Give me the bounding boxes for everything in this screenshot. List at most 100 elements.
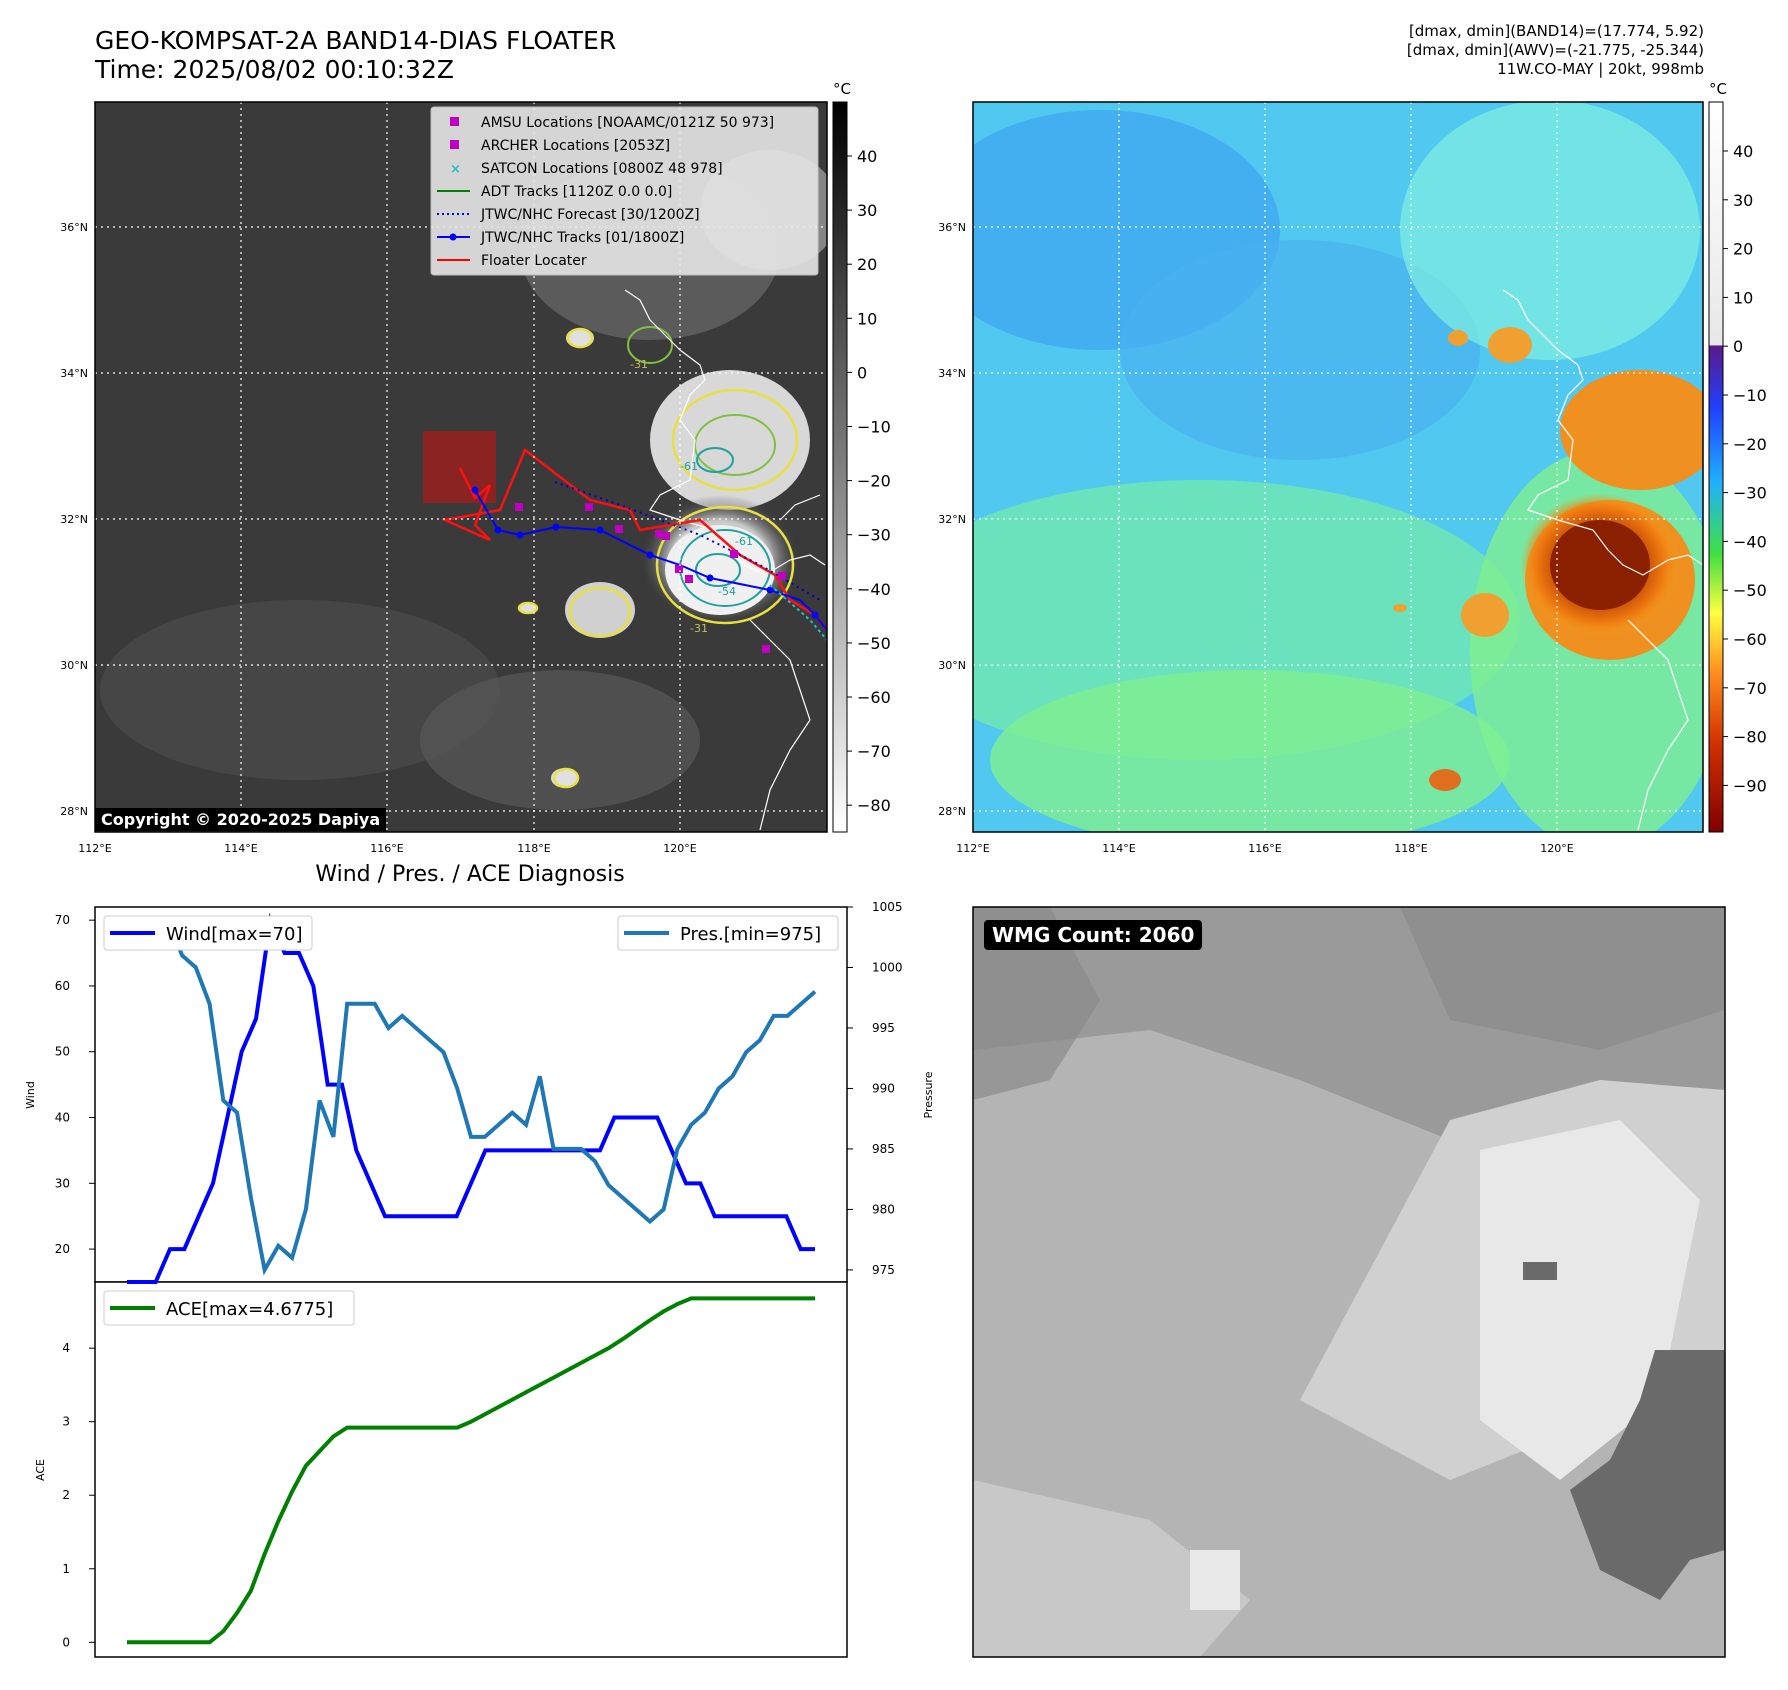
contour-label: -31	[630, 358, 648, 371]
colorbar-tick-label: 20	[1733, 240, 1753, 259]
ace-legend: ACE[max=4.6775]	[103, 1290, 355, 1326]
figure-title-line2: Time: 2025/08/02 00:10:32Z	[95, 55, 454, 84]
colorbar-tick-label: −30	[857, 526, 891, 545]
ace-tick-label: 2	[62, 1488, 70, 1502]
colorbar-tick-label: −40	[857, 580, 891, 599]
legend-entry: Floater Locater	[437, 253, 587, 269]
lat-tick-label: 32°N	[60, 513, 88, 526]
wind-tick-label: 60	[55, 979, 70, 993]
ir-lon-labels: 112°E 114°E 116°E 118°E 120°E	[78, 842, 696, 855]
legend-entry: ADT Tracks [1120Z 0.0 0.0]	[437, 184, 672, 200]
pressure-tick-label: 995	[872, 1021, 895, 1035]
lon-tick-label: 114°E	[1102, 842, 1135, 855]
wind-tick-label: 30	[55, 1176, 70, 1190]
colorbar-tick-label: −50	[1733, 581, 1767, 600]
legend-label: AMSU Locations [NOAAMC/0121Z 50 973]	[481, 115, 774, 131]
legend-label: Floater Locater	[481, 253, 587, 269]
legend-entry: ARCHER Locations [2053Z]	[450, 138, 670, 154]
awv-map-frame	[972, 101, 1704, 833]
ace-tick-label: 1	[62, 1562, 70, 1576]
colorbar-tick-label: −90	[1733, 776, 1767, 795]
lat-tick-label: 28°N	[938, 805, 966, 818]
pressure-tick-label: 1005	[872, 900, 903, 914]
floater-track	[440, 448, 827, 631]
colorbar-tick-label: 30	[857, 201, 877, 220]
pressure-tick-label: 980	[872, 1202, 895, 1216]
colorbar-tick-label: 20	[857, 255, 877, 274]
lon-tick-label: 112°E	[78, 842, 111, 855]
info-line1: [dmax, dmin](BAND14)=(17.774, 5.92)	[1408, 22, 1704, 40]
ace-legend-label: ACE[max=4.6775]	[166, 1299, 333, 1320]
wind-tick-label: 50	[55, 1045, 70, 1059]
lat-tick-label: 30°N	[938, 659, 966, 672]
svg-text:×: ×	[450, 162, 461, 177]
lon-tick-label: 118°E	[1394, 842, 1427, 855]
ace-axes	[94, 1281, 848, 1658]
lat-tick-label: 36°N	[60, 221, 88, 234]
colorbar-tick-label: 40	[857, 147, 877, 166]
colorbar-tick-label: −70	[857, 742, 891, 761]
colorbar-tick-label: −80	[1733, 728, 1767, 747]
colorbar-tick-label: 10	[857, 309, 877, 328]
colorbar-tick-label: −10	[1733, 386, 1767, 405]
legend-label: ADT Tracks [1120Z 0.0 0.0]	[481, 184, 672, 200]
lon-tick-label: 116°E	[1248, 842, 1281, 855]
lon-tick-label: 118°E	[517, 842, 550, 855]
colorbar-tick-label: 30	[1733, 191, 1753, 210]
lon-tick-label: 112°E	[956, 842, 989, 855]
legend-label: SATCON Locations [0800Z 48 978]	[481, 161, 723, 177]
pressure-series-line	[127, 917, 817, 1276]
legend-label: JTWC/NHC Tracks [01/1800Z]	[480, 230, 684, 246]
ir-lat-labels: 36°N 34°N 32°N 30°N 28°N	[60, 221, 88, 818]
ir-map-panel: -31 -61 -54 -31 -61 36°N 34°N 32°N 30°N …	[60, 101, 828, 855]
awv-map-grid	[973, 102, 1703, 832]
wind-tick-label: 20	[55, 1242, 70, 1256]
lat-tick-label: 32°N	[938, 513, 966, 526]
wind-legend-label: Wind[max=70]	[166, 924, 303, 945]
lat-tick-label: 34°N	[938, 367, 966, 380]
wind-axis-label: Wind	[24, 1081, 37, 1109]
pressure-axis-label: Pressure	[922, 1071, 935, 1118]
legend-label: ARCHER Locations [2053Z]	[481, 138, 670, 154]
ir-map-frame	[94, 101, 828, 833]
pres-legend: Pres.[min=975]	[617, 915, 839, 951]
colorbar-tick-label: −80	[857, 796, 891, 815]
info-line2: [dmax, dmin](AWV)=(-21.775, -25.344)	[1406, 41, 1704, 59]
ace-tick-label: 4	[62, 1341, 70, 1355]
colorbar-tick-label: −20	[1733, 435, 1767, 454]
colorbar-tick-label: 0	[857, 363, 867, 382]
pressure-tick-label: 975	[872, 1263, 895, 1277]
wind-series-line	[127, 912, 815, 1284]
colorbar-tick-label: −60	[1733, 630, 1767, 649]
colorbar-tick-label: 0	[1733, 337, 1743, 356]
contour-label: -31	[690, 622, 708, 635]
legend-entry: JTWC/NHC Forecast [30/1200Z]	[437, 207, 700, 223]
colorbar-tick-label: −30	[1733, 484, 1767, 503]
jtwc-track-points	[471, 486, 819, 619]
ace-axis-label: ACE	[34, 1459, 47, 1481]
awv-field	[973, 102, 1703, 832]
ace-series-line	[127, 1296, 815, 1645]
colorbar-tick-label: −50	[857, 634, 891, 653]
pressure-tick-label: 985	[872, 1142, 895, 1156]
wmg-count-badge: WMG Count: 2060	[984, 920, 1203, 950]
figure-title-line1: GEO-KOMPSAT-2A BAND14-DIAS FLOATER	[95, 26, 617, 55]
wind-legend: Wind[max=70]	[103, 915, 313, 951]
lon-tick-label: 120°E	[663, 842, 696, 855]
contour-label: -54	[718, 585, 736, 598]
awv-lat-labels: 36°N 34°N 32°N 30°N 28°N	[938, 221, 966, 818]
copyright-badge: Copyright © 2020-2025 Dapiya	[95, 808, 387, 831]
colorbar-tick-label: −70	[1733, 679, 1767, 698]
ir-map-legend: AMSU Locations [NOAAMC/0121Z 50 973] ARCH…	[430, 106, 819, 276]
lat-tick-label: 36°N	[938, 221, 966, 234]
lon-tick-label: 114°E	[224, 842, 257, 855]
gray-colorbar: °C 40 30 20 10 0 −10 −20 −30 −40 −50 −60 −70 −80	[832, 80, 891, 833]
legend-entry: AMSU Locations [NOAAMC/0121Z 50 973]	[450, 115, 774, 131]
lon-tick-label: 120°E	[1540, 842, 1573, 855]
lat-tick-label: 28°N	[60, 805, 88, 818]
lon-tick-label: 116°E	[370, 842, 403, 855]
ace-tick-label: 3	[62, 1415, 70, 1429]
legend-entry: × SATCON Locations [0800Z 48 978]	[450, 161, 723, 177]
